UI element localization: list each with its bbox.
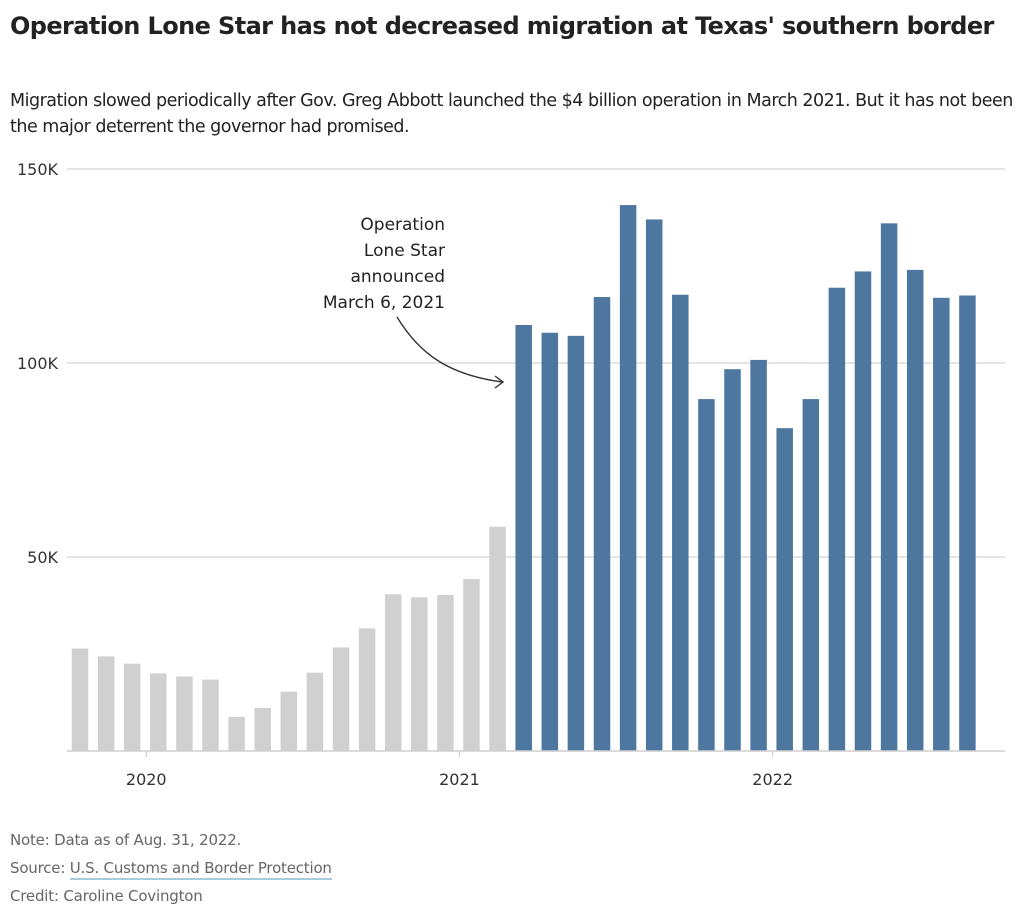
bar-2021-01 (463, 579, 480, 751)
bar-2020-08 (332, 647, 350, 751)
bar-2021-10 (698, 399, 715, 751)
bar-2019-12 (123, 663, 141, 751)
bar-2022-03 (828, 287, 846, 751)
bar-2022-06 (906, 269, 924, 751)
bar-2020-03 (202, 679, 219, 751)
bars (71, 205, 976, 752)
chart-title: Operation Lone Star has not decreased mi… (10, 12, 994, 40)
bar-2019-10 (71, 648, 89, 751)
y-axis-labels: 50K 100K 150K (17, 160, 59, 567)
bar-2020-04 (228, 716, 245, 751)
footer-note: Note: Data as of Aug. 31, 2022. (10, 831, 242, 849)
annotation-line-1: Operation (360, 215, 445, 235)
bar-2022-01 (776, 428, 793, 751)
bar-2021-04 (541, 332, 559, 751)
y-tick-label: 150K (17, 160, 59, 179)
bar-2020-01 (150, 673, 167, 751)
source-label: Source: (10, 859, 70, 877)
bar-2020-06 (280, 691, 298, 751)
bar-2022-04 (854, 271, 872, 751)
annotation-line-3: announced (350, 267, 445, 287)
chart-subtitle: Migration slowed periodically after Gov.… (10, 91, 1013, 137)
bar-2020-02 (176, 676, 193, 751)
y-tick-label: 50K (27, 548, 58, 567)
x-tick-label: 2021 (439, 770, 480, 789)
bar-2021-03 (515, 324, 532, 751)
x-tick-label: 2020 (126, 770, 167, 789)
bar-2021-02 (489, 526, 506, 751)
bar-2021-07 (619, 205, 637, 752)
bar-2020-11 (411, 597, 428, 751)
footer: Note: Data as of Aug. 31, 2022. Source: … (10, 826, 332, 910)
bar-2020-09 (358, 628, 376, 751)
annotation-arrow (396, 316, 503, 383)
bar-2022-02 (802, 399, 820, 751)
bar-2019-11 (97, 656, 115, 751)
bar-2021-08 (645, 219, 663, 751)
annotation-line-4: March 6, 2021 (323, 293, 445, 313)
bar-2022-05 (880, 223, 898, 751)
bar-2020-07 (306, 672, 324, 751)
bar-2022-08 (959, 295, 976, 751)
bar-chart: 50K 100K 150K 2020 2021 2022 Operation Lone … (17, 160, 1005, 789)
footer-credit: Credit: Caroline Covington (10, 887, 203, 905)
bar-2021-11 (724, 369, 741, 751)
bar-2020-10 (384, 594, 402, 751)
gridlines (67, 168, 1005, 558)
x-axis-ticks: 2020 2021 2022 (126, 751, 793, 789)
bar-2020-12 (437, 595, 454, 751)
bar-2021-05 (567, 335, 585, 751)
bar-2021-06 (593, 297, 611, 751)
annotation: Operation Lone Star announced March 6, 2… (323, 215, 505, 389)
bar-2022-07 (933, 297, 950, 751)
bar-2020-05 (254, 707, 271, 751)
bar-2021-12 (750, 359, 767, 751)
annotation-line-2: Lone Star (364, 241, 445, 261)
x-tick-label: 2022 (752, 770, 793, 789)
source-link[interactable]: U.S. Customs and Border Protection (69, 859, 332, 880)
annotation-arrowhead-icon (494, 375, 505, 389)
bar-2021-09 (672, 294, 689, 751)
y-tick-label: 100K (17, 354, 59, 373)
footer-source: Source: U.S. Customs and Border Protecti… (10, 854, 332, 882)
